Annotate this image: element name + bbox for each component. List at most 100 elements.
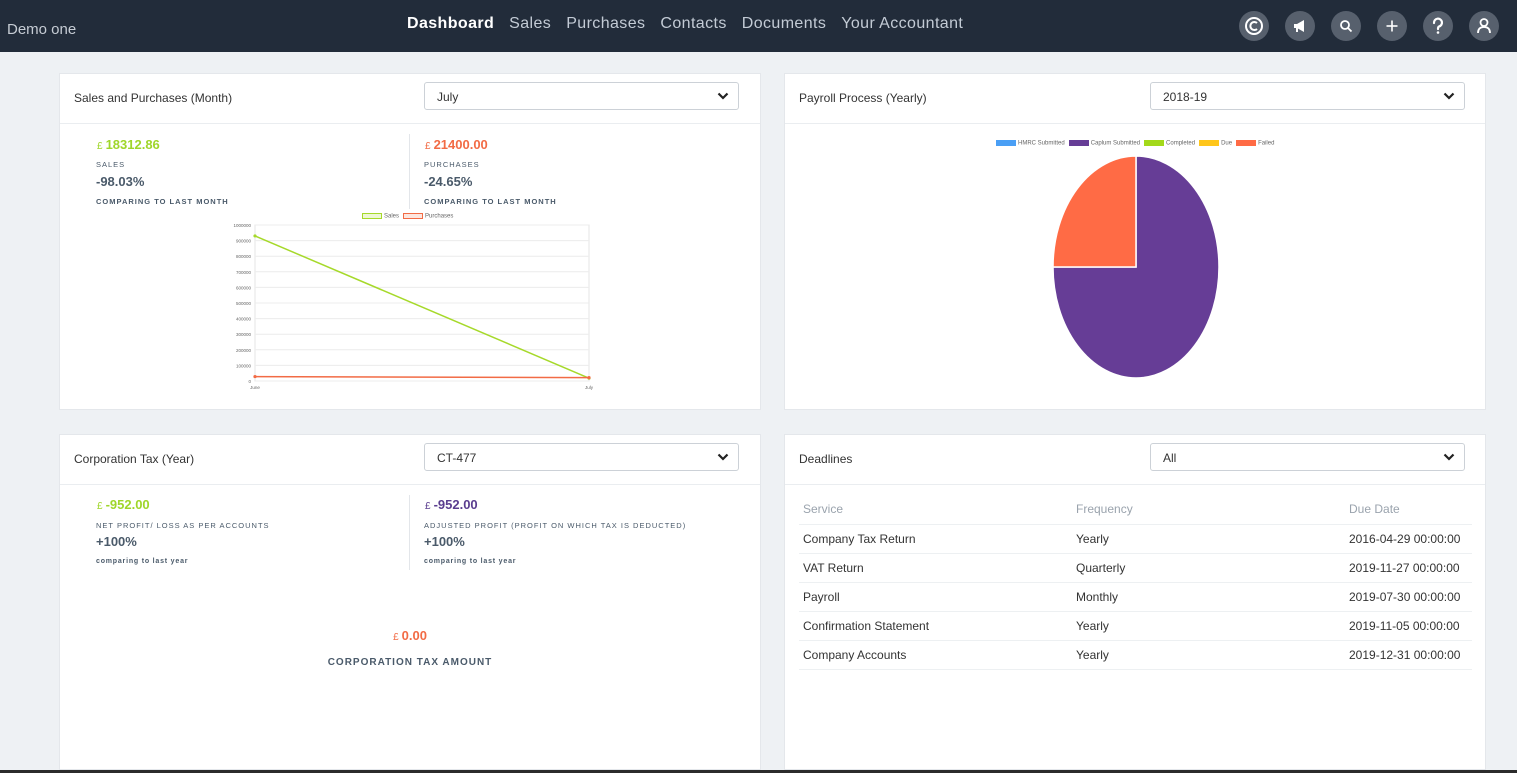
- column-header-due-date: Due Date: [1345, 495, 1472, 525]
- top-navbar: Demo one Dashboard Sales Purchases Conta…: [0, 0, 1517, 52]
- legend-swatch: [1144, 140, 1165, 146]
- megaphone-icon[interactable]: [1285, 11, 1315, 41]
- due-date-cell: 2016-04-29 00:00:00: [1345, 524, 1472, 554]
- nav-documents[interactable]: Documents: [741, 15, 827, 32]
- plus-icon[interactable]: [1377, 11, 1407, 41]
- net-profit-label: NET PROFIT/ LOSS AS PER ACCOUNTS: [96, 521, 270, 530]
- panel-title: Sales and Purchases (Month): [74, 91, 233, 105]
- header-icons: [1239, 11, 1499, 41]
- frequency-cell: Yearly: [1072, 640, 1345, 670]
- search-icon[interactable]: [1331, 11, 1361, 41]
- x-tick-label: June: [250, 385, 260, 390]
- chevron-down-icon: [1443, 453, 1455, 461]
- frequency-cell: Yearly: [1072, 611, 1345, 641]
- net-profit-change: +100%: [96, 534, 137, 549]
- y-tick-label: 700000: [236, 270, 252, 275]
- adjusted-profit-compare-label: comparing to last year: [424, 558, 517, 565]
- panel-title: Deadlines: [799, 452, 853, 466]
- panel-title: Corporation Tax (Year): [74, 452, 195, 466]
- adjusted-profit-change: +100%: [424, 534, 465, 549]
- purchases-change: -24.65%: [424, 174, 473, 189]
- table-row: Company Accounts Yearly 2019-12-31 00:00…: [799, 640, 1472, 670]
- select-value: July: [437, 90, 459, 104]
- logo-c-icon[interactable]: [1239, 11, 1269, 41]
- year-select[interactable]: 2018-19: [1150, 82, 1465, 110]
- select-value: All: [1163, 451, 1177, 465]
- divider: [409, 134, 410, 209]
- panel-header: Sales and Purchases (Month) July: [60, 74, 760, 124]
- company-name[interactable]: Demo one: [7, 21, 77, 38]
- legend-swatch: [403, 213, 424, 219]
- y-tick-label: 0: [248, 379, 251, 384]
- ct-select[interactable]: CT-477: [424, 443, 739, 471]
- data-point-purchases: [587, 376, 591, 380]
- bottom-border: [0, 770, 1517, 773]
- legend-swatch: [1199, 140, 1220, 146]
- y-tick-label: 800000: [236, 254, 252, 259]
- net-profit-compare-label: comparing to last year: [96, 558, 189, 565]
- sales-amount: £18312.86: [97, 137, 160, 152]
- pie-slice-failed: [1052, 155, 1137, 268]
- service-cell: Company Accounts: [799, 640, 1072, 670]
- pie-chart-legend: HMRC Submitted Caplum Submitted Completed D…: [996, 140, 1274, 147]
- net-profit-amount: £ -952.00: [97, 497, 150, 512]
- due-date-cell: 2019-07-30 00:00:00: [1345, 582, 1472, 612]
- nav-sales[interactable]: Sales: [509, 15, 552, 32]
- legend-item: Caplum Submitted: [1068, 140, 1140, 147]
- legend-label: Failed: [1258, 140, 1275, 147]
- column-header-service: Service: [799, 495, 1072, 525]
- panel-header: Corporation Tax (Year) CT-477: [60, 435, 760, 485]
- legend-item: HMRC Submitted: [996, 140, 1065, 147]
- due-date-cell: 2019-12-31 00:00:00: [1345, 640, 1472, 670]
- chevron-down-icon: [717, 453, 729, 461]
- service-cell: Payroll: [799, 582, 1072, 612]
- table-header-row: Service Frequency Due Date: [799, 495, 1472, 525]
- table-row: Payroll Monthly 2019-07-30 00:00:00: [799, 582, 1472, 612]
- legend-item-sales: Sales: [362, 213, 399, 220]
- select-value: 2018-19: [1163, 90, 1208, 104]
- deadlines-filter-select[interactable]: All: [1150, 443, 1465, 471]
- y-tick-label: 100000: [236, 363, 252, 368]
- table-row: Company Tax Return Yearly 2016-04-29 00:…: [799, 524, 1472, 554]
- chevron-down-icon: [717, 92, 729, 100]
- legend-label: Completed: [1166, 140, 1196, 147]
- panel-header: Payroll Process (Yearly) 2018-19: [785, 74, 1485, 124]
- deadlines-panel: Deadlines All Service Frequency Due Date…: [784, 434, 1486, 770]
- payroll-pie-chart: [1052, 155, 1220, 379]
- main-nav: Dashboard Sales Purchases Contacts Docum…: [407, 15, 963, 33]
- series-line-purchases: [254, 375, 590, 379]
- column-header-frequency: Frequency: [1072, 495, 1345, 525]
- legend-item-purchases: Purchases: [403, 213, 453, 220]
- panel-title: Payroll Process (Yearly): [799, 91, 927, 105]
- month-select[interactable]: July: [424, 82, 739, 110]
- x-tick-label: July: [585, 385, 594, 390]
- corporation-tax-label: CORPORATION TAX AMOUNT: [327, 657, 493, 668]
- legend-swatch: [362, 213, 382, 219]
- y-tick-label: 1000000: [233, 223, 251, 228]
- y-tick-label: 900000: [236, 239, 252, 244]
- y-tick-label: 300000: [236, 332, 252, 337]
- nav-contacts[interactable]: Contacts: [660, 15, 727, 32]
- sales-compare-label: COMPARING TO LAST MONTH: [96, 197, 229, 206]
- purchases-label: PURCHASES: [424, 160, 480, 169]
- due-date-cell: 2019-11-27 00:00:00: [1345, 553, 1472, 583]
- sales-change: -98.03%: [96, 174, 145, 189]
- legend-item: Completed: [1144, 140, 1195, 147]
- service-cell: Confirmation Statement: [799, 611, 1072, 641]
- nav-dashboard[interactable]: Dashboard: [407, 15, 495, 32]
- y-tick-label: 400000: [236, 317, 252, 322]
- nav-purchases[interactable]: Purchases: [566, 15, 646, 32]
- sales-label: SALES: [96, 160, 126, 169]
- nav-your-accountant[interactable]: Your Accountant: [841, 15, 964, 32]
- panel-header: Deadlines All: [785, 435, 1485, 485]
- y-tick-label: 200000: [236, 348, 252, 353]
- table-row: Confirmation Statement Yearly 2019-11-05…: [799, 611, 1472, 641]
- deadlines-table: Service Frequency Due Date Company Tax R…: [799, 495, 1472, 670]
- service-cell: VAT Return: [799, 553, 1072, 583]
- legend-swatch: [1068, 140, 1089, 146]
- legend-item: Due: [1199, 140, 1232, 147]
- frequency-cell: Quarterly: [1072, 553, 1345, 583]
- help-icon[interactable]: [1423, 11, 1453, 41]
- divider: [409, 495, 410, 570]
- user-icon[interactable]: [1469, 11, 1499, 41]
